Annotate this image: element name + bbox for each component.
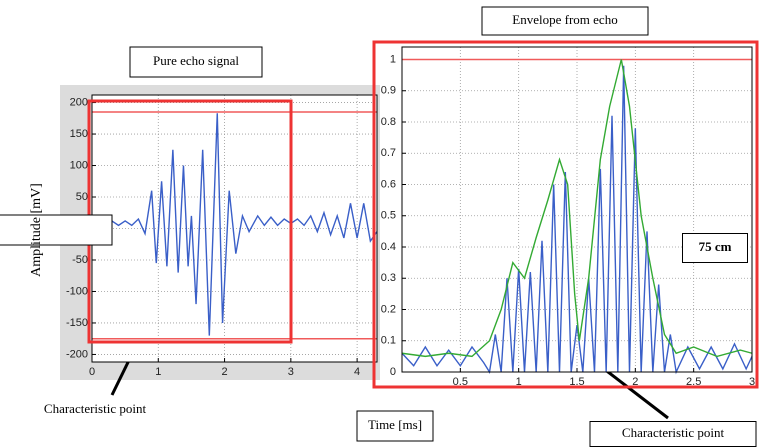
y-tick-label: 100	[70, 159, 88, 171]
y-tick-label: -200	[66, 348, 88, 360]
chart-title-box	[129, 46, 263, 78]
x-tick-label: 1	[516, 376, 522, 388]
annotation-group: 75 cm	[682, 233, 748, 263]
highlight-frame	[372, 40, 759, 389]
x-axis-label: Time [ms]	[368, 417, 422, 432]
chart-title-group: Pure echo signal	[129, 46, 263, 78]
y-tick-label: 0.1	[381, 335, 396, 347]
chart-title: Pure echo signal	[153, 53, 239, 68]
y-tick-label: 0.3	[381, 272, 396, 284]
y-tick-label: 0.5	[381, 210, 396, 222]
annotation: Characteristic point	[622, 425, 725, 440]
x-axis-label-group: Time [ms]	[356, 410, 434, 442]
y-axis-label-group: Amplitude [mV]	[0, 183, 113, 277]
y-tick-label: 0.4	[381, 241, 396, 253]
x-tick-label: 2	[632, 376, 638, 388]
y-axis-label: Amplitude [mV]	[29, 183, 44, 277]
x-tick-label: 2	[221, 366, 227, 378]
y-axis-label-box	[0, 214, 113, 246]
y-tick-label: -50	[72, 254, 88, 266]
x-tick-label: 1.5	[569, 376, 584, 388]
x-tick-label: 3	[288, 366, 294, 378]
data-line	[401, 59, 753, 358]
y-tick-label: 0.6	[381, 178, 396, 190]
x-tick-label: 1	[155, 366, 161, 378]
y-tick-label: 200	[70, 96, 88, 108]
annotation-group: Characteristic point	[44, 401, 147, 416]
x-tick-label: 0.5	[453, 376, 468, 388]
x-axis-label-box	[356, 410, 434, 442]
chart-title: Envelope from echo	[512, 12, 617, 27]
y-tick-label: 0.2	[381, 303, 396, 315]
plot-border	[401, 46, 753, 373]
y-tick-label: 1	[390, 53, 396, 65]
y-tick-label: 0.8	[381, 116, 396, 128]
x-tick-label: 3	[749, 376, 755, 388]
annotation-box	[589, 421, 757, 447]
y-tick-label: 0.7	[381, 147, 396, 159]
y-tick-label: 50	[76, 191, 88, 203]
chart-title-box	[481, 6, 649, 36]
data-line	[91, 113, 378, 336]
y-tick-label: 150	[70, 128, 88, 140]
annotation-box	[682, 233, 748, 263]
x-tick-label: 4	[354, 366, 360, 378]
annotation: Characteristic point	[44, 401, 147, 416]
y-tick-label: -100	[66, 285, 88, 297]
annotation-group: Characteristic point	[589, 421, 757, 447]
data-line	[401, 65, 753, 375]
x-tick-label: 2.5	[686, 376, 701, 388]
x-tick-label: 0	[89, 366, 95, 378]
y-tick-label: 0.9	[381, 85, 396, 97]
chart-title-group: Envelope from echo	[481, 6, 649, 36]
y-tick-label: 0	[390, 366, 396, 378]
annotation: 75 cm	[699, 239, 732, 254]
y-tick-label: -150	[66, 317, 88, 329]
